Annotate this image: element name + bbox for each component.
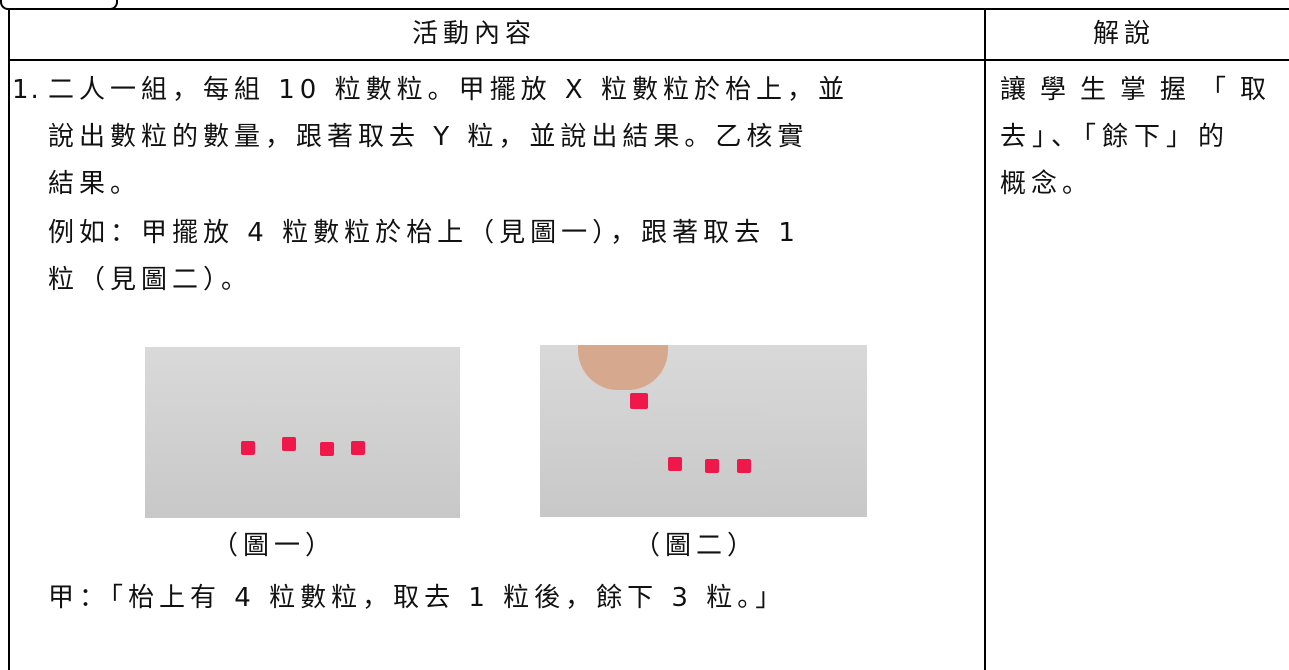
note-line: 讓學生掌握「取 (1000, 75, 1281, 105)
border-mid (984, 8, 986, 670)
note-line: 去」、「餘下」的 (1000, 122, 1231, 152)
border-header (8, 59, 1289, 61)
border-left (8, 8, 10, 670)
caption: （圖一） (212, 531, 337, 561)
dialogue: 甲：「枱上有 4 粒數粒，取去 1 粒後，餘下 3 粒。」 (48, 583, 787, 613)
header-note: 解說 (1093, 19, 1156, 49)
text-line: 二人一組，每組 10 粒數粒。甲擺放 X 粒數粒於枱上，並 (48, 75, 849, 105)
border-top (8, 8, 1289, 10)
photo-1 (145, 347, 460, 518)
photo-2 (540, 345, 867, 517)
text-line: 結果。 (48, 169, 142, 199)
caption: （圖二） (634, 531, 759, 561)
note-line: 概念。 (1000, 169, 1094, 199)
text-line: 粒（見圖二）。 (48, 265, 253, 295)
text-line: 說出數粒的數量，跟著取去 Y 粒，並說出結果。乙核實 (48, 122, 809, 152)
header-activity: 活動內容 (412, 19, 537, 49)
text-line: 例如：甲擺放 4 粒數粒於枱上（見圖一），跟著取去 1 (48, 218, 800, 248)
item-number: 1. (12, 75, 41, 105)
